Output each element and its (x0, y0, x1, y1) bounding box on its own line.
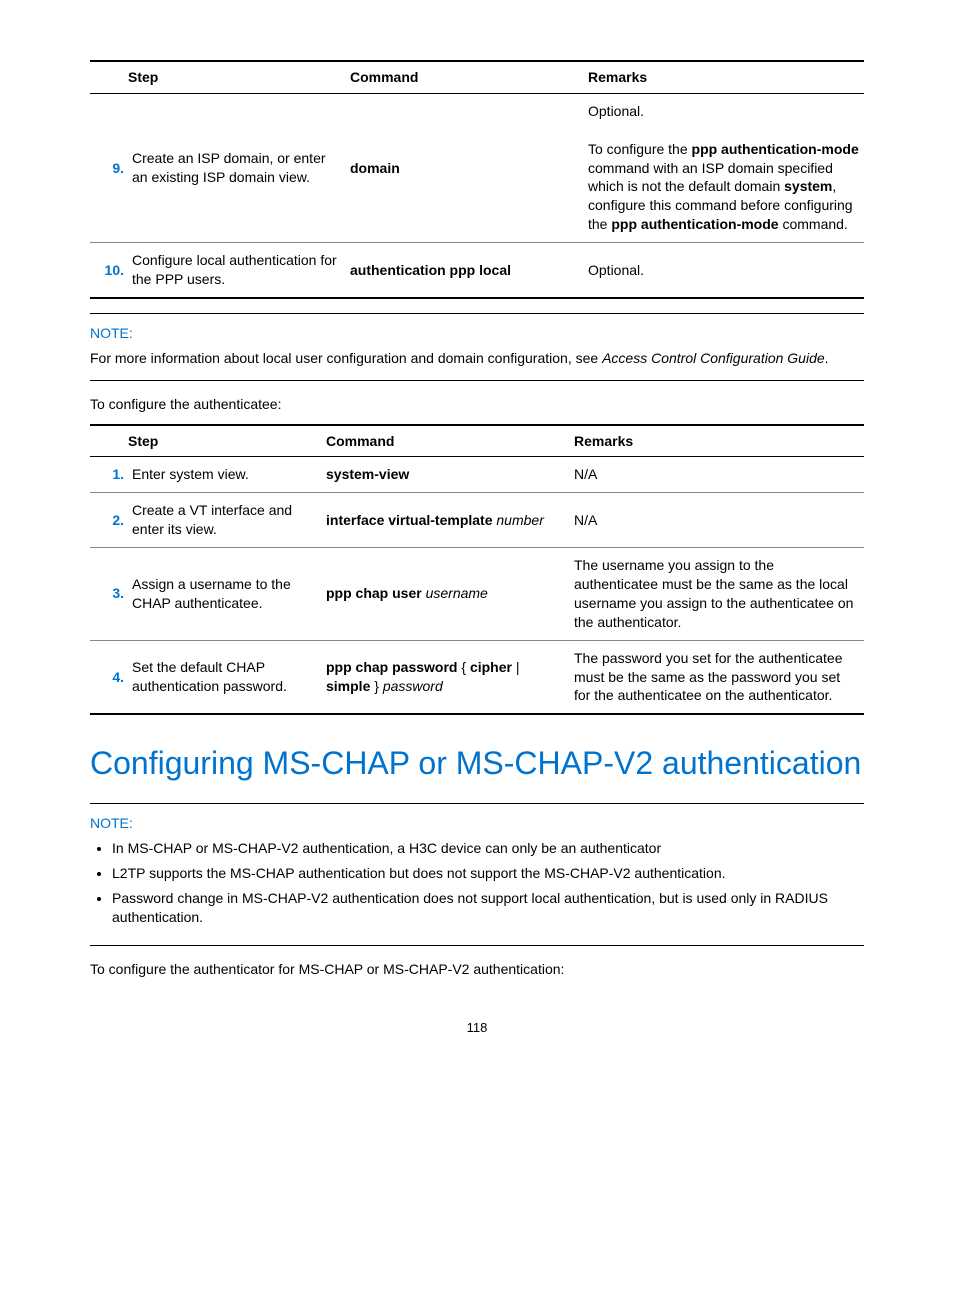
th-remarks: Remarks (570, 425, 864, 457)
table-row: 1. Enter system view. system-view N/A (90, 457, 864, 493)
table-row: 4. Set the default CHAP authentication p… (90, 640, 864, 714)
table-authenticatee: Step Command Remarks 1. Enter system vie… (90, 424, 864, 716)
note-block: NOTE: For more information about local u… (90, 313, 864, 381)
note-label: NOTE: (90, 324, 864, 343)
row-remarks: The password you set for the authenticat… (570, 640, 864, 714)
page-number: 118 (90, 1019, 864, 1037)
th-step-num (90, 61, 128, 93)
row-step: Enter system view. (128, 457, 322, 493)
row-command: authentication ppp local (346, 243, 584, 298)
lead-text: To configure the authenticator for MS-CH… (90, 960, 864, 979)
note-item: In MS-CHAP or MS-CHAP-V2 authentication,… (112, 839, 864, 858)
row-command: interface virtual-template number (322, 493, 570, 548)
row-remarks: N/A (570, 457, 864, 493)
note-item: Password change in MS-CHAP-V2 authentica… (112, 889, 864, 927)
note-body: For more information about local user co… (90, 349, 864, 368)
row-num: 2. (90, 493, 128, 548)
table-authenticator-cont: Step Command Remarks 9. Create an ISP do… (90, 60, 864, 299)
row-step: Create an ISP domain, or enter an existi… (128, 93, 346, 242)
table-row: 3. Assign a username to the CHAP authent… (90, 548, 864, 641)
row-num: 1. (90, 457, 128, 493)
row-num: 4. (90, 640, 128, 714)
row-command: system-view (322, 457, 570, 493)
table-header-row: Step Command Remarks (90, 61, 864, 93)
th-step: Step (128, 61, 346, 93)
row-step: Set the default CHAP authentication pass… (128, 640, 322, 714)
row-command: ppp chap user username (322, 548, 570, 641)
row-num: 3. (90, 548, 128, 641)
note-item: L2TP supports the MS-CHAP authentication… (112, 864, 864, 883)
row-num: 10. (90, 243, 128, 298)
row-remarks: Optional.To configure the ppp authentica… (584, 93, 864, 242)
table-header-row: Step Command Remarks (90, 425, 864, 457)
row-remarks: N/A (570, 493, 864, 548)
table-row: 2. Create a VT interface and enter its v… (90, 493, 864, 548)
section-heading: Configuring MS-CHAP or MS-CHAP-V2 authen… (90, 743, 864, 783)
th-remarks: Remarks (584, 61, 864, 93)
lead-text: To configure the authenticatee: (90, 395, 864, 414)
note-label: NOTE: (90, 814, 864, 833)
row-command: domain (346, 93, 584, 242)
note-block: NOTE: In MS-CHAP or MS-CHAP-V2 authentic… (90, 803, 864, 945)
th-command: Command (346, 61, 584, 93)
row-remarks: The username you assign to the authentic… (570, 548, 864, 641)
note-list: In MS-CHAP or MS-CHAP-V2 authentication,… (90, 839, 864, 927)
row-step: Create a VT interface and enter its view… (128, 493, 322, 548)
row-step: Configure local authentication for the P… (128, 243, 346, 298)
th-step-num (90, 425, 128, 457)
th-step: Step (128, 425, 322, 457)
table-row: 9. Create an ISP domain, or enter an exi… (90, 93, 864, 242)
row-step: Assign a username to the CHAP authentica… (128, 548, 322, 641)
th-command: Command (322, 425, 570, 457)
row-remarks: Optional. (584, 243, 864, 298)
row-num: 9. (90, 93, 128, 242)
row-command: ppp chap password { cipher | simple } pa… (322, 640, 570, 714)
table-row: 10. Configure local authentication for t… (90, 243, 864, 298)
